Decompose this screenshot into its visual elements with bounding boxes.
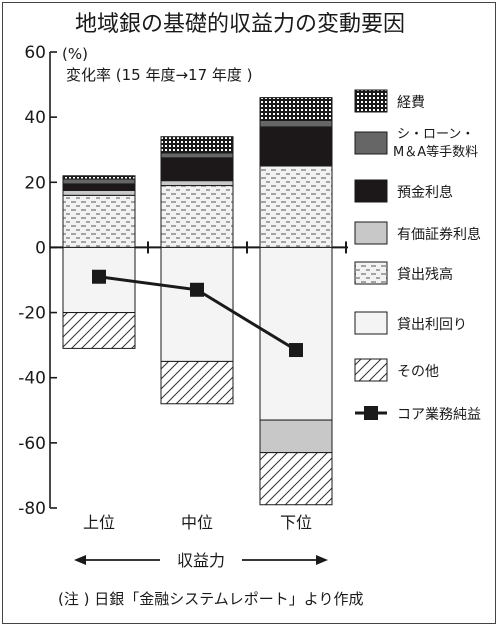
y-tick-label: 40 bbox=[24, 108, 46, 128]
x-category-label: 中位 bbox=[181, 513, 213, 532]
bar-loan-balance bbox=[62, 194, 136, 248]
core-profit-marker bbox=[289, 343, 303, 358]
legend-swatch-securities-interest bbox=[354, 221, 388, 245]
bar-securities-interest bbox=[160, 180, 234, 187]
line-layer bbox=[92, 269, 303, 358]
legend-label-other: その他 bbox=[397, 364, 439, 380]
bar-other bbox=[160, 360, 234, 405]
legend-label-deposit-interest: 預金利息 bbox=[397, 184, 453, 201]
legend-swatch-loan-yield bbox=[354, 311, 388, 335]
y-tick-label: -60 bbox=[18, 434, 46, 454]
bars-layer bbox=[62, 97, 333, 506]
y-unit-label: (%) bbox=[62, 45, 88, 63]
y-tick-label: 0 bbox=[35, 238, 46, 258]
legend-swatch-fees bbox=[354, 131, 388, 155]
y-tick-label: -40 bbox=[18, 369, 46, 389]
x-category-label: 上位 bbox=[83, 513, 115, 532]
core-profit-marker bbox=[92, 269, 106, 284]
bar-securities-interest bbox=[62, 189, 136, 196]
legend-label-securities-interest: 有価証券利息 bbox=[397, 226, 481, 243]
legend-label-fees-line2: M＆A等手数料 bbox=[393, 144, 478, 160]
bar-expense bbox=[160, 136, 234, 154]
y-tick-label: -80 bbox=[18, 499, 46, 519]
y-tick-label: 20 bbox=[24, 173, 46, 193]
axes-layer: 60 40 20 0 -20 -40 -60 -80 上位 中位 下位 bbox=[18, 43, 348, 532]
bar-fees bbox=[160, 152, 234, 159]
x-axis-arrow: 収益力 bbox=[74, 551, 328, 570]
legend-swatch-other bbox=[354, 358, 388, 382]
y-tick-label: 60 bbox=[24, 43, 46, 63]
core-profit-marker bbox=[190, 282, 204, 297]
x-axis-note: 収益力 bbox=[177, 551, 225, 570]
bar-expense bbox=[259, 97, 333, 121]
legend-label-loan-yield: 貸出利回り bbox=[397, 317, 467, 333]
bar-loan-balance bbox=[160, 185, 234, 248]
legend-swatch-deposit-interest bbox=[354, 179, 388, 203]
legend: 経費シ・ローン・ M＆A等手数料預金利息有価証券利息貸出残高貸出利回りその他コア業… bbox=[354, 89, 481, 423]
legend-label-core-profit: コア業務純益 bbox=[397, 407, 481, 423]
bar-securities-interest bbox=[259, 419, 333, 454]
chart-frame bbox=[2, 2, 496, 624]
bar-fees bbox=[259, 119, 333, 128]
legend-label-expense: 経費 bbox=[397, 95, 425, 111]
y-tick-label: -20 bbox=[18, 304, 46, 324]
legend-swatch-loan-balance bbox=[354, 261, 388, 285]
bar-other bbox=[62, 312, 136, 349]
legend-label-loan-balance: 貸出残高 bbox=[397, 266, 453, 283]
bar-loan-balance bbox=[259, 165, 333, 248]
source-note: (注 ) 日銀「金融システムレポート」より作成 bbox=[58, 590, 364, 608]
bar-other bbox=[259, 452, 333, 506]
chart-title: 地域銀の基礎的収益力の変動要因 bbox=[75, 12, 405, 37]
x-category-label: 下位 bbox=[280, 513, 312, 532]
chart-subtitle: 変化率 (15 年度→17 年度 ) bbox=[66, 66, 253, 84]
legend-swatch-expense bbox=[354, 89, 388, 113]
bar-fees bbox=[62, 178, 136, 185]
legend-label-fees: シ・ローン・ bbox=[397, 127, 474, 142]
bar-deposit-interest bbox=[160, 157, 234, 182]
legend-marker-core-profit bbox=[364, 406, 378, 420]
bar-deposit-interest bbox=[62, 183, 136, 191]
bar-expense bbox=[62, 175, 136, 180]
bar-deposit-interest bbox=[259, 126, 333, 167]
